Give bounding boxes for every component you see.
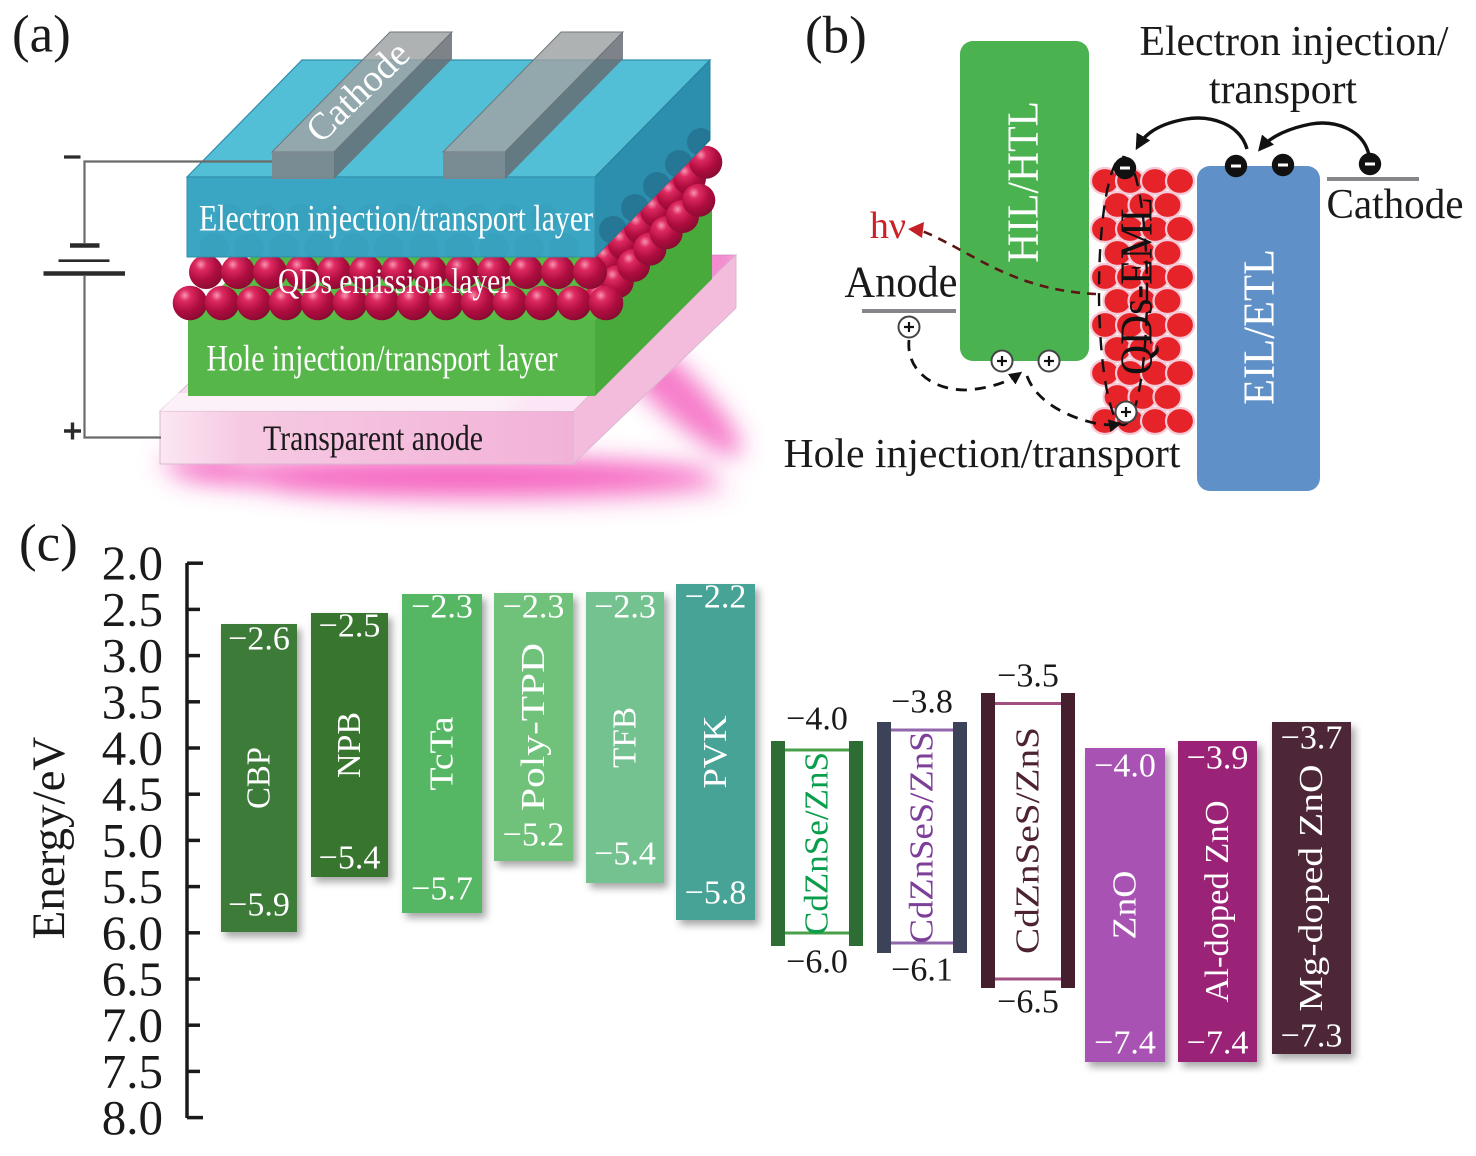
svg-text:(c): (c)	[19, 515, 78, 573]
svg-text:Electron injection/: Electron injection/	[1140, 19, 1449, 65]
svg-text:TFB: TFB	[607, 707, 644, 768]
svg-text:−5.2: −5.2	[503, 817, 565, 854]
svg-text:(a): (a)	[12, 6, 71, 64]
svg-text:Hole injection/transport: Hole injection/transport	[784, 430, 1182, 476]
svg-text:QDs emission layer: QDs emission layer	[278, 261, 510, 301]
svg-text:transport: transport	[1209, 67, 1357, 113]
svg-text:ZnO: ZnO	[1107, 871, 1144, 940]
svg-text:3.5: 3.5	[102, 674, 163, 729]
svg-text:8.0: 8.0	[102, 1090, 163, 1145]
svg-text:5.5: 5.5	[102, 859, 163, 914]
svg-text:7.0: 7.0	[102, 998, 163, 1053]
svg-text:HIL/HTL: HIL/HTL	[999, 101, 1048, 263]
svg-text:6.0: 6.0	[102, 905, 163, 960]
svg-text:Transparent anode: Transparent anode	[263, 418, 483, 458]
svg-text:−7.4: −7.4	[1187, 1025, 1249, 1062]
svg-text:−4.0: −4.0	[1094, 748, 1156, 785]
svg-text:−6.0: −6.0	[786, 944, 848, 981]
svg-text:−5.8: −5.8	[685, 875, 747, 912]
svg-text:2.5: 2.5	[102, 582, 163, 637]
svg-text:−2.2: −2.2	[685, 579, 747, 616]
svg-text:CBP: CBP	[241, 747, 278, 809]
svg-text:TcTa: TcTa	[424, 717, 461, 791]
svg-text:Mg-doped ZnO: Mg-doped ZnO	[1293, 765, 1330, 1012]
svg-text:EIL/ETL: EIL/ETL	[1235, 249, 1284, 405]
svg-text:−2.5: −2.5	[319, 608, 381, 645]
svg-text:4.0: 4.0	[102, 721, 163, 776]
svg-text:CdZnSeS/ZnS: CdZnSeS/ZnS	[1010, 727, 1047, 954]
svg-text:−5.7: −5.7	[411, 871, 473, 908]
svg-text:Hole injection/transport layer: Hole injection/transport layer	[207, 339, 558, 380]
svg-text:hν: hν	[870, 205, 906, 247]
svg-text:3.0: 3.0	[102, 628, 163, 683]
svg-text:PVK: PVK	[697, 715, 734, 788]
svg-text:Anode: Anode	[845, 258, 958, 307]
svg-text:−5.4: −5.4	[319, 840, 381, 877]
svg-text:−5.4: −5.4	[594, 836, 656, 873]
svg-text:Al-doped ZnO: Al-doped ZnO	[1199, 801, 1236, 1003]
svg-text:−7.4: −7.4	[1094, 1025, 1156, 1062]
svg-text:−3.7: −3.7	[1281, 720, 1343, 757]
svg-text:5.0: 5.0	[102, 813, 163, 868]
svg-text:2.0: 2.0	[102, 536, 163, 591]
svg-text:Cathode: Cathode	[1327, 182, 1464, 228]
svg-text:−2.3: −2.3	[594, 589, 656, 626]
svg-text:−6.1: −6.1	[891, 952, 953, 989]
svg-text:−2.3: −2.3	[411, 589, 473, 626]
svg-text:−5.9: −5.9	[228, 887, 290, 924]
svg-text:−3.8: −3.8	[891, 684, 953, 721]
svg-text:Energy/eV: Energy/eV	[23, 737, 75, 940]
svg-text:Poly-TPD: Poly-TPD	[515, 643, 552, 811]
svg-text:−3.5: −3.5	[997, 658, 1059, 695]
svg-text:(b): (b)	[805, 7, 867, 65]
svg-text:CdZnSe/ZnS: CdZnSe/ZnS	[799, 752, 836, 935]
svg-text:7.5: 7.5	[102, 1044, 163, 1099]
svg-text:−2.3: −2.3	[503, 589, 565, 626]
svg-text:−7.3: −7.3	[1281, 1018, 1343, 1055]
svg-text:QDs-EML: QDs-EML	[1111, 197, 1162, 375]
svg-text:−2.6: −2.6	[228, 621, 290, 658]
svg-text:6.5: 6.5	[102, 952, 163, 1007]
svg-text:−3.9: −3.9	[1187, 740, 1249, 777]
svg-text:4.5: 4.5	[102, 767, 163, 822]
svg-text:−6.5: −6.5	[997, 984, 1059, 1021]
svg-text:CdZnSeS/ZnS: CdZnSeS/ZnS	[904, 732, 941, 944]
svg-text:−4.0: −4.0	[786, 701, 848, 738]
svg-text:NPB: NPB	[331, 712, 368, 778]
svg-text:Electron injection/transport l: Electron injection/transport layer	[199, 199, 593, 240]
